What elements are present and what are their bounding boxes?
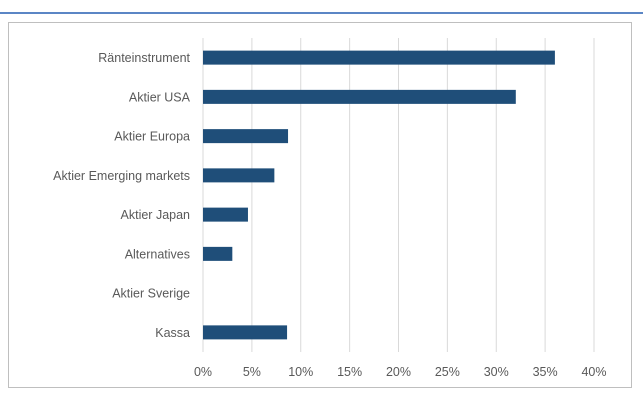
category-labels: Ränteinstrument Aktier USA Aktier Europa Ak… [53, 51, 191, 340]
x-tick-label: 35% [533, 365, 558, 379]
x-tick-label: 30% [484, 365, 509, 379]
x-tick-label: 15% [337, 365, 362, 379]
category-label: Aktier Japan [121, 208, 191, 222]
chart-frame [8, 22, 632, 388]
bar [203, 207, 248, 222]
category-label: Aktier Emerging markets [53, 169, 190, 183]
category-label: Kassa [155, 326, 190, 340]
category-label: Alternatives [125, 247, 190, 261]
bar [203, 325, 288, 340]
category-label: Ränteinstrument [98, 51, 190, 65]
x-tick-label: 20% [386, 365, 411, 379]
category-label: Aktier Sverige [112, 287, 190, 301]
category-label: Aktier Europa [114, 130, 190, 144]
bar [203, 168, 275, 183]
bars [203, 50, 555, 340]
bar [203, 89, 516, 104]
x-tick-labels: 0% 5% 10% 15% 20% 25% 30% 35% 40% [194, 365, 607, 379]
x-tick-label: 10% [288, 365, 313, 379]
top-divider [0, 0, 643, 14]
x-tick-label: 40% [581, 365, 606, 379]
x-tick-label: 5% [243, 365, 261, 379]
bar [203, 246, 233, 261]
bar [203, 50, 555, 65]
x-tick-label: 0% [194, 365, 212, 379]
gridlines [202, 38, 595, 352]
x-tick-label: 25% [435, 365, 460, 379]
category-label: Aktier USA [129, 90, 191, 104]
bar [203, 129, 289, 144]
